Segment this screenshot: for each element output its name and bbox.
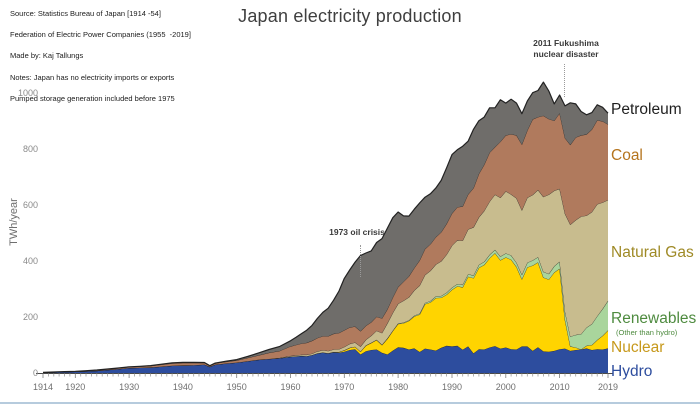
source-line-1: Source: Statistics Bureau of Japan [1914… [10, 9, 161, 18]
svg-text:0: 0 [33, 368, 38, 378]
svg-text:200: 200 [23, 312, 38, 322]
legend-natural-gas: Natural Gas [611, 244, 694, 261]
annotation-fukushima: 2011 Fukushima nuclear disaster [533, 38, 599, 59]
legend-nuclear: Nuclear [611, 339, 665, 356]
svg-text:1960: 1960 [280, 382, 300, 392]
svg-text:2019: 2019 [598, 382, 618, 392]
svg-text:1000: 1000 [18, 88, 38, 98]
legend-petroleum: Petroleum [611, 101, 682, 118]
legend-renewables: Renewables [611, 310, 697, 327]
svg-text:1950: 1950 [227, 382, 247, 392]
source-line-5: Pumped storage generation included befor… [10, 93, 175, 103]
annotation-fukushima-line [564, 64, 565, 97]
page-title: Japan electricity production [238, 6, 462, 26]
source-line-4: Notes: Japan has no electricity imports … [10, 72, 175, 82]
svg-text:1990: 1990 [442, 382, 462, 392]
svg-text:1914: 1914 [33, 382, 53, 392]
svg-text:1930: 1930 [119, 382, 139, 392]
svg-text:2000: 2000 [496, 382, 516, 392]
annotation-oil-crisis-line [360, 245, 361, 277]
svg-text:TWh/year: TWh/year [8, 198, 20, 246]
svg-text:1970: 1970 [334, 382, 354, 392]
legend-renewables-note: (Other than hydro) [616, 328, 678, 337]
svg-text:600: 600 [23, 200, 38, 210]
source-notes: Source: Statistics Bureau of Japan [1914… [10, 9, 191, 104]
svg-text:1940: 1940 [173, 382, 193, 392]
bottom-rule [0, 402, 700, 404]
source-line-3: Made by: Kaj Tallungs [10, 51, 84, 61]
legend-hydro: Hydro [611, 363, 653, 380]
svg-text:1980: 1980 [388, 382, 408, 392]
annotation-oil-crisis: 1973 oil crisis [329, 227, 385, 237]
source-line-2: Federation of Electric Power Companies (… [10, 30, 191, 40]
legend-coal: Coal [611, 147, 643, 164]
svg-text:800: 800 [23, 144, 38, 154]
svg-text:1920: 1920 [65, 382, 85, 392]
svg-text:400: 400 [23, 256, 38, 266]
svg-text:2010: 2010 [550, 382, 570, 392]
